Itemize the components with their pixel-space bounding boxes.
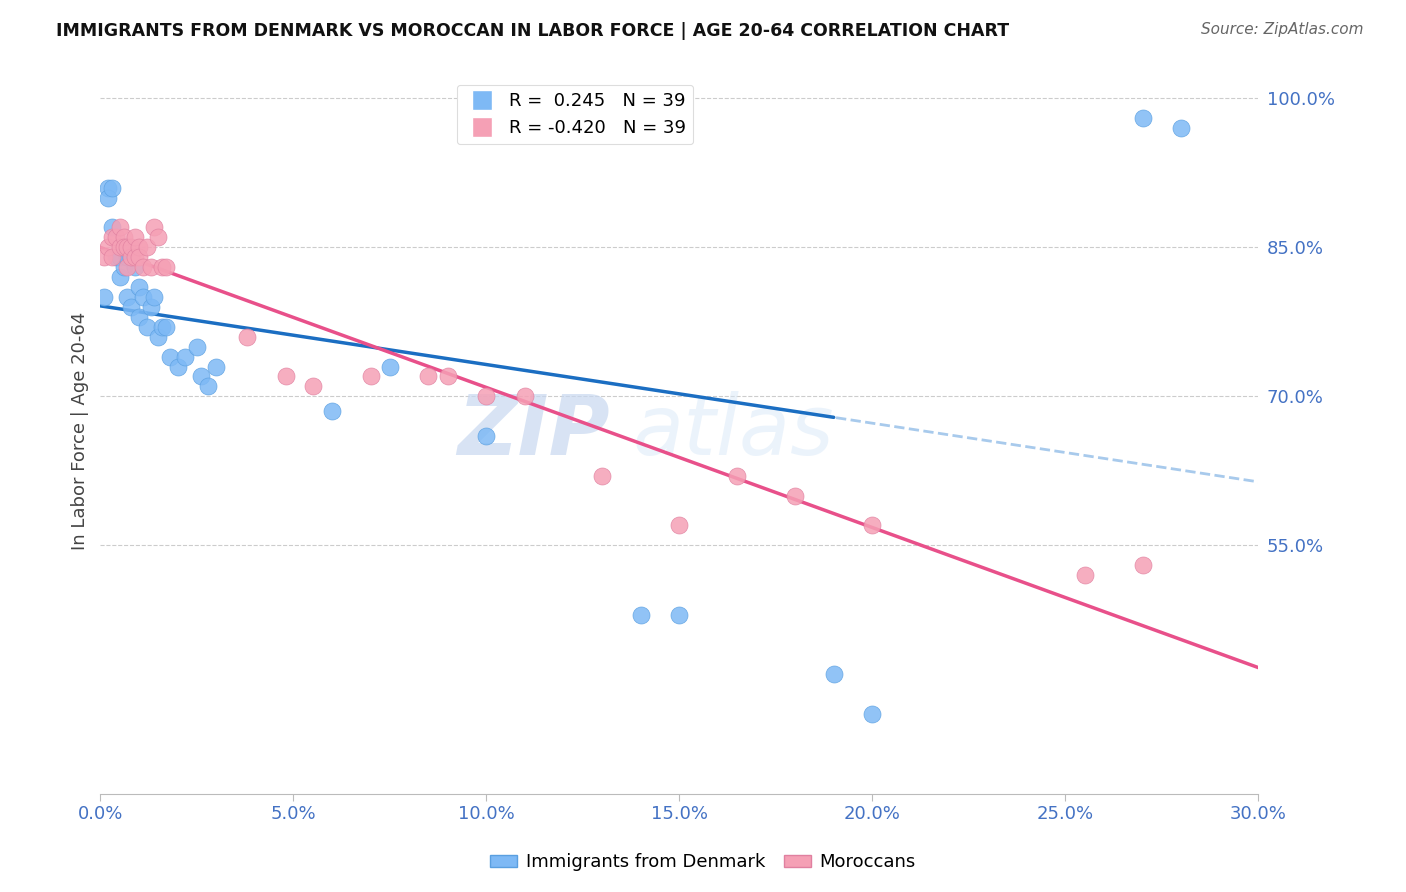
Point [159,350,181,364]
Point [725,468,748,483]
Point [1170,121,1192,136]
Point [174,350,197,364]
Point [155,260,177,275]
Point [148,329,170,343]
Point [108,250,131,264]
Point [150,260,173,275]
Point [101,180,124,194]
Point [378,359,401,374]
Point [860,707,883,722]
Text: atlas: atlas [633,391,835,472]
Point [301,379,323,393]
Point [1132,111,1154,125]
Point [823,667,845,681]
Point [155,319,177,334]
Point [418,369,440,384]
Point [132,260,155,275]
Point [1073,568,1095,582]
Point [108,240,131,254]
Point [112,230,135,244]
Point [117,260,139,275]
Legend: Immigrants from Denmark, Moroccans: Immigrants from Denmark, Moroccans [482,847,924,879]
Point [117,240,139,254]
Point [117,290,139,304]
Point [591,468,613,483]
Point [128,280,150,294]
Point [108,270,131,285]
Point [860,518,883,533]
Point [132,290,155,304]
Point [513,389,536,403]
Point [112,240,135,254]
Point [360,369,382,384]
Point [124,250,146,264]
Legend: R =  0.245   N = 39, R = -0.420   N = 39: R = 0.245 N = 39, R = -0.420 N = 39 [457,85,693,145]
Point [101,230,124,244]
Point [93,290,115,304]
Point [436,369,458,384]
Point [124,260,146,275]
Point [120,250,142,264]
Point [785,489,807,503]
Point [150,319,173,334]
Point [143,220,166,235]
Point [101,220,124,235]
Point [97,240,120,254]
Point [93,250,115,264]
Point [112,260,135,275]
Point [120,250,142,264]
Point [104,230,127,244]
Point [128,250,150,264]
Point [186,340,208,354]
Point [475,429,498,443]
Point [135,319,157,334]
Y-axis label: In Labor Force | Age 20-64: In Labor Force | Age 20-64 [72,312,89,550]
Point [1132,558,1154,573]
Point [135,240,157,254]
Text: Source: ZipAtlas.com: Source: ZipAtlas.com [1201,22,1364,37]
Point [97,180,120,194]
Point [668,518,690,533]
Point [120,300,142,314]
Point [475,389,498,403]
Point [128,310,150,324]
Point [197,379,219,393]
Point [668,607,690,622]
Point [104,250,127,264]
Point [205,359,228,374]
Point [139,300,162,314]
Point [139,260,162,275]
Point [148,230,170,244]
Point [630,607,652,622]
Point [321,404,343,418]
Point [124,230,146,244]
Point [236,329,259,343]
Point [97,191,120,205]
Text: ZIP: ZIP [457,391,610,472]
Point [117,250,139,264]
Point [166,359,188,374]
Point [101,250,124,264]
Point [120,240,142,254]
Point [190,369,212,384]
Point [108,220,131,235]
Point [128,240,150,254]
Text: IMMIGRANTS FROM DENMARK VS MOROCCAN IN LABOR FORCE | AGE 20-64 CORRELATION CHART: IMMIGRANTS FROM DENMARK VS MOROCCAN IN L… [56,22,1010,40]
Point [143,290,166,304]
Point [274,369,297,384]
